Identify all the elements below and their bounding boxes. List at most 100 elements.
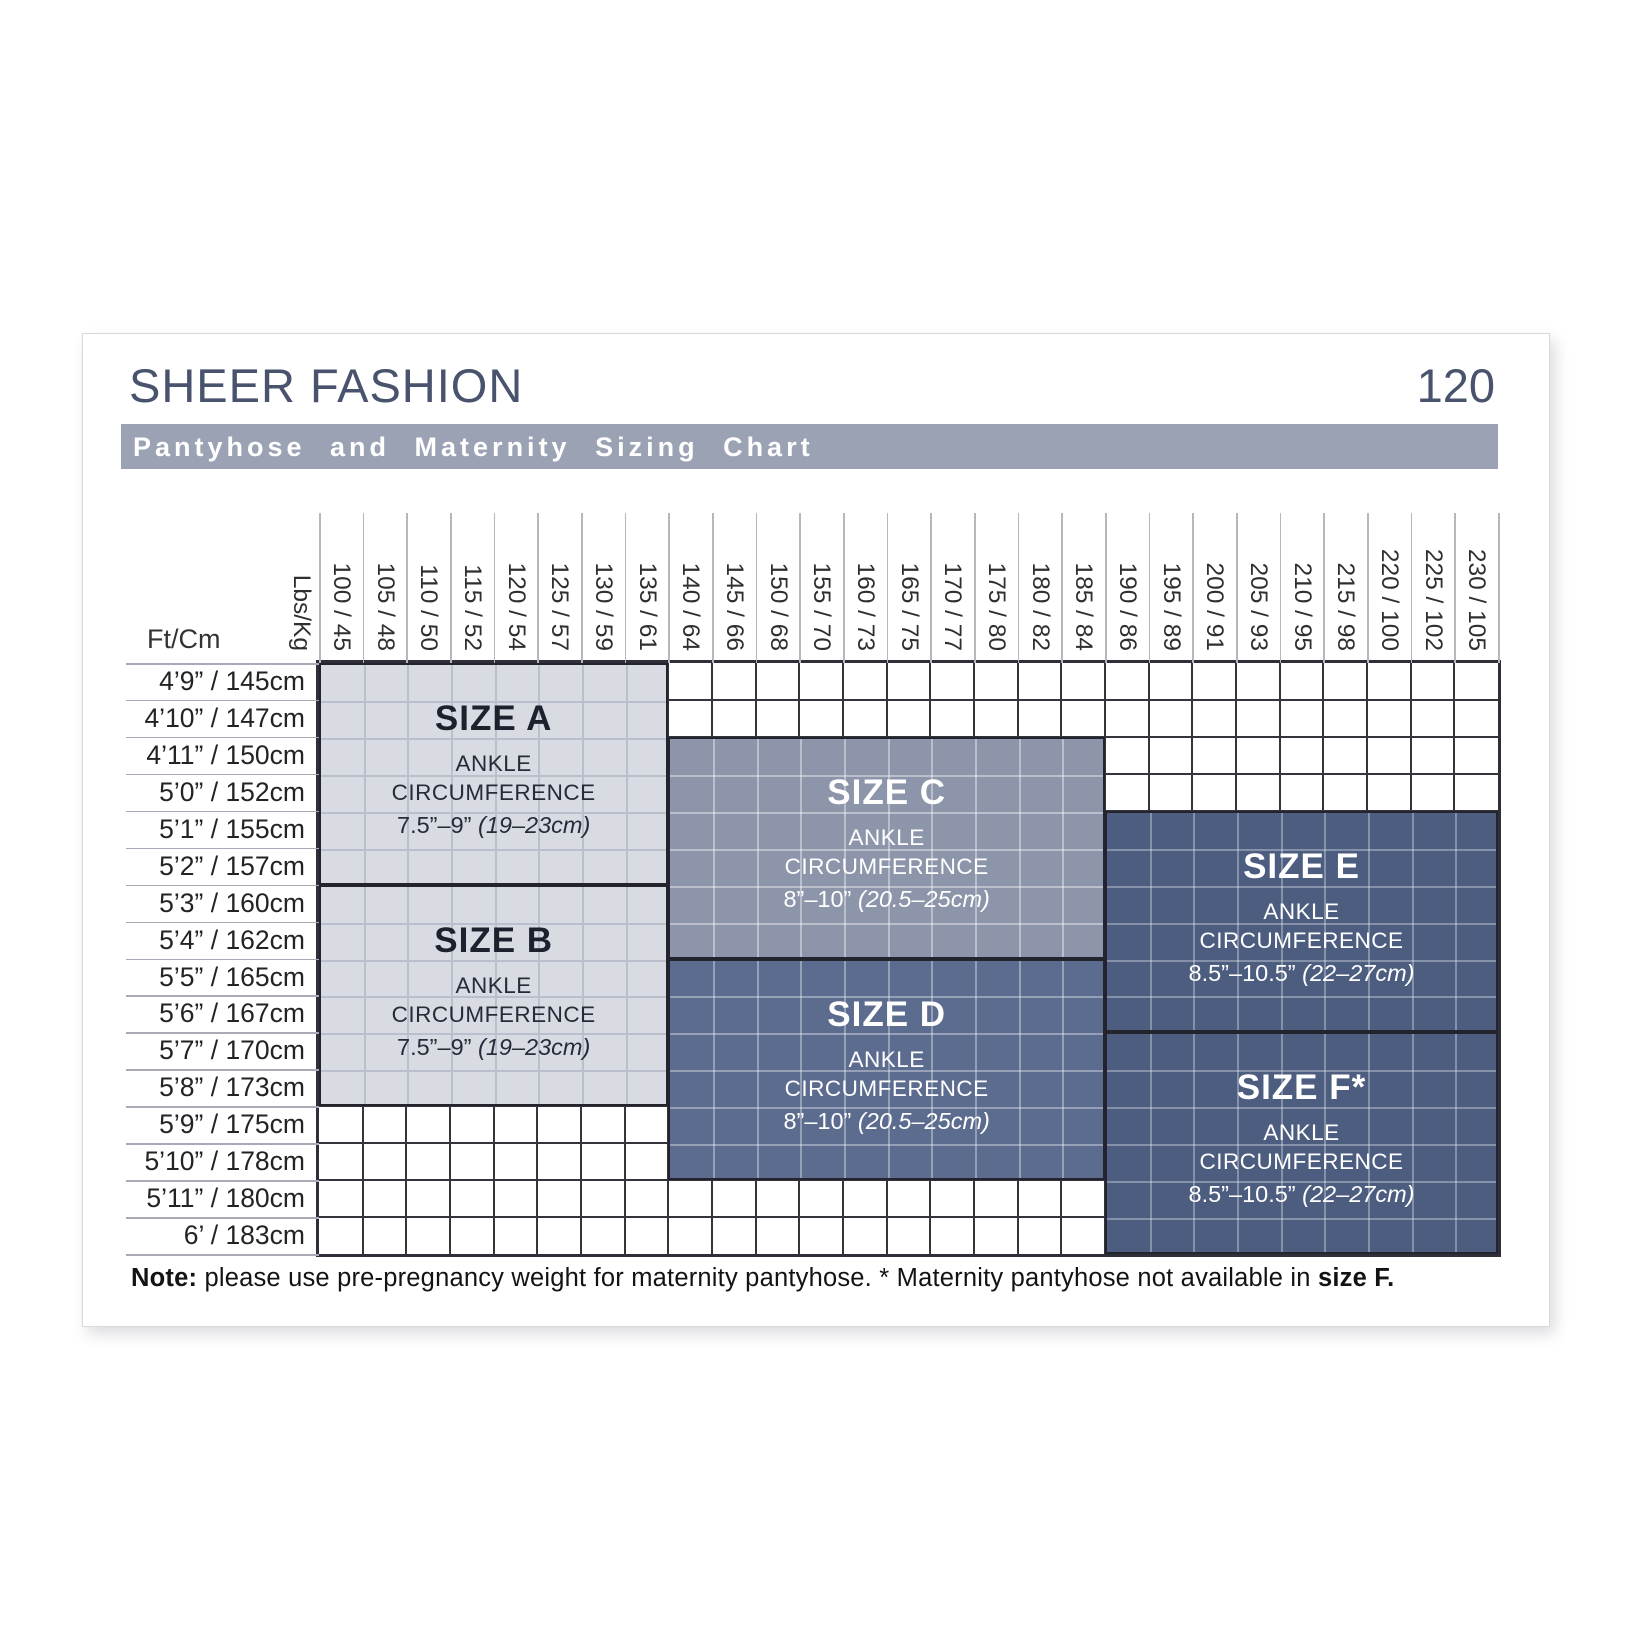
region-grid-line — [670, 811, 1103, 814]
region-grid-line — [1149, 1034, 1152, 1252]
region-grid-line — [800, 960, 803, 1179]
row-label: 5’1” / 155cm — [159, 813, 305, 844]
sizing-grid: SIZE A ANKLE CIRCUMFERENCE 7.5”–9” (19–23cm… — [316, 660, 1501, 1257]
region-grid-line — [451, 886, 453, 1105]
region-grid-line — [407, 886, 410, 1105]
column-label: 180 / 82 — [1026, 562, 1054, 651]
region-grid-line — [321, 996, 667, 999]
region-grid-line — [1062, 960, 1065, 1179]
column-label: 100 / 45 — [327, 562, 355, 651]
region-grid-line — [1107, 1070, 1496, 1073]
region-grid-line — [538, 665, 541, 883]
banner-title: Pantyhose and Maternity Sizing Chart — [121, 424, 1498, 469]
header-grid-line — [362, 513, 365, 663]
region-grid-line — [843, 960, 846, 1179]
column-label: 190 / 86 — [1113, 562, 1141, 651]
row-label: 5’0” / 152cm — [159, 776, 305, 807]
region-grid-line — [1411, 812, 1414, 1031]
region-grid-line — [1193, 812, 1196, 1031]
region-grid-line — [1107, 996, 1496, 999]
region-grid-line — [625, 886, 628, 1105]
region-grid-line — [670, 1070, 1103, 1073]
region-line-ankle: ANKLE — [455, 751, 532, 776]
row-label-grid-line — [126, 921, 319, 924]
region-grid-line — [670, 922, 1103, 925]
region-grid-line — [363, 665, 366, 883]
header-grid-line — [624, 513, 627, 663]
column-label: 220 / 100 — [1375, 548, 1403, 651]
row-label: 6’ / 183cm — [183, 1220, 305, 1251]
row-label: 5’9” / 175cm — [159, 1109, 305, 1140]
region-line-ankle: ANKLE — [455, 972, 532, 998]
region-grid-line — [1280, 812, 1283, 1031]
region-line-circumference: CIRCUMFERENCE — [391, 1001, 596, 1027]
region-grid-line — [321, 959, 667, 962]
size-region-f: SIZE F* ANKLE CIRCUMFERENCE 8.5”–10.5” (22–… — [1105, 1032, 1498, 1254]
region-grid-line — [670, 1107, 1103, 1110]
region-grid-line — [451, 665, 453, 883]
header-grid-line — [1279, 513, 1282, 663]
column-label: 115 / 52 — [458, 564, 486, 651]
row-label-grid-line — [126, 663, 319, 665]
measurement-range: 7.5”–9” — [397, 812, 478, 838]
size-region-b: SIZE B ANKLE CIRCUMFERENCE 7.5”–9” (19–23cm… — [319, 884, 669, 1107]
size-region-heading: SIZE E — [1243, 846, 1360, 886]
row-label-grid-line — [126, 736, 319, 739]
measurement-metric: (19–23cm) — [478, 812, 591, 838]
region-grid-line — [670, 774, 1103, 777]
row-label-grid-line — [126, 1069, 319, 1071]
row-label-grid-line — [126, 699, 319, 702]
region-grid-line — [1193, 1034, 1196, 1252]
region-grid-line — [1018, 738, 1021, 957]
column-label: 145 / 66 — [720, 562, 748, 651]
region-grid-line — [1107, 885, 1496, 888]
region-grid-line — [712, 960, 715, 1179]
header-grid-line — [406, 513, 408, 663]
row-label-grid-line — [126, 773, 319, 776]
header-grid-line — [886, 513, 889, 663]
measurement-range: 7.5”–9” — [397, 1033, 478, 1060]
header-grid-line — [1236, 513, 1238, 663]
row-label: 5’8” / 173cm — [159, 1072, 305, 1103]
region-grid-line — [1107, 1144, 1496, 1147]
region-grid-line — [670, 1033, 1103, 1036]
region-grid-line — [494, 886, 497, 1105]
region-grid-line — [1368, 1034, 1370, 1252]
row-label: 4’11” / 150cm — [146, 739, 305, 770]
region-grid-line — [321, 774, 667, 777]
column-label: 165 / 75 — [895, 562, 923, 651]
region-grid-line — [494, 665, 497, 883]
size-region-heading: SIZE A — [434, 699, 553, 738]
row-label: 5’10” / 178cm — [144, 1146, 305, 1177]
header-grid-line — [799, 513, 801, 663]
region-grid-line — [1018, 960, 1021, 1179]
row-label: 5’5” / 165cm — [159, 961, 305, 992]
measurement-metric: (20.5–25cm) — [857, 1107, 990, 1134]
column-label: 160 / 73 — [851, 562, 879, 651]
size-region-c: SIZE C ANKLE CIRCUMFERENCE 8”–10” (20.5–25c… — [668, 736, 1105, 959]
measurement-range: 8”–10” — [783, 885, 858, 912]
column-label: 225 / 102 — [1419, 548, 1447, 651]
row-label-grid-line — [126, 884, 319, 887]
region-grid-line — [974, 960, 977, 1179]
column-label: 155 / 70 — [808, 562, 836, 651]
header-grid-line — [1148, 513, 1151, 663]
header-grid-line — [450, 513, 452, 663]
region-grid-line — [1107, 1218, 1496, 1221]
region-grid-line — [363, 886, 366, 1105]
header-grid-line — [1498, 513, 1500, 663]
grid-line — [319, 1179, 1498, 1182]
column-label: 195 / 89 — [1157, 562, 1185, 651]
column-label: 135 / 61 — [633, 562, 661, 651]
region-grid-line — [1107, 1107, 1496, 1110]
row-label-grid-line — [126, 1217, 319, 1219]
column-label: 205 / 93 — [1244, 562, 1272, 651]
region-grid-line — [1455, 1034, 1458, 1252]
header-grid-line — [1192, 513, 1194, 663]
size-region-heading: SIZE C — [827, 772, 947, 812]
region-grid-line — [321, 700, 667, 703]
row-label: 4’10” / 147cm — [144, 702, 305, 733]
header-grid-line — [493, 513, 496, 663]
region-grid-line — [321, 811, 667, 814]
